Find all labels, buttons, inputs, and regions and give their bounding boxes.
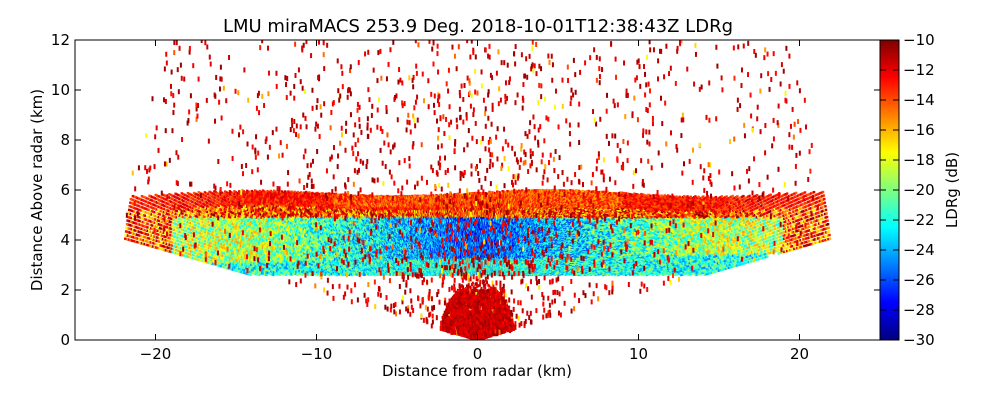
ldr-cell: [828, 234, 830, 236]
ldr-cell: [825, 209, 827, 211]
ldr-cell: [826, 219, 828, 221]
ldr-cell: [826, 216, 828, 218]
ldr-cell: [825, 212, 827, 214]
ldr-cell: [829, 237, 831, 239]
ldr-cell: [766, 256, 768, 258]
ldr-range-height-chart: LMU miraMACS 253.9 Deg. 2018-10-01T12:38…: [0, 0, 1000, 400]
ldr-cell: [827, 227, 829, 229]
ldr-field: [124, 38, 831, 342]
ldr-cell: [828, 230, 830, 232]
ldr-cell: [827, 223, 829, 225]
figure: LMU miraMACS 253.9 Deg. 2018-10-01T12:38…: [0, 0, 1000, 400]
chart-title: LMU miraMACS 253.9 Deg. 2018-10-01T12:38…: [223, 16, 733, 37]
